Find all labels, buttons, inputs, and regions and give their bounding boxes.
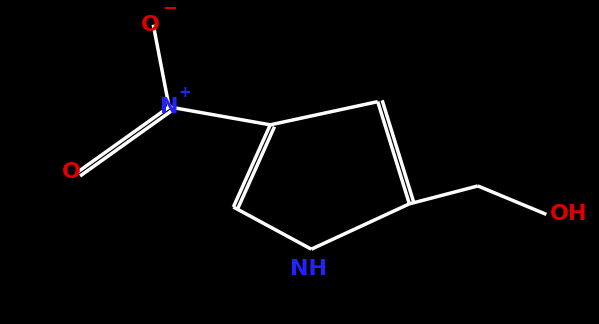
Text: N: N [160, 97, 179, 117]
Text: OH: OH [550, 204, 587, 225]
Text: O: O [141, 15, 160, 35]
Text: −: − [162, 0, 177, 17]
Text: O: O [62, 162, 81, 182]
Text: +: + [179, 85, 191, 100]
Text: NH: NH [290, 260, 327, 280]
